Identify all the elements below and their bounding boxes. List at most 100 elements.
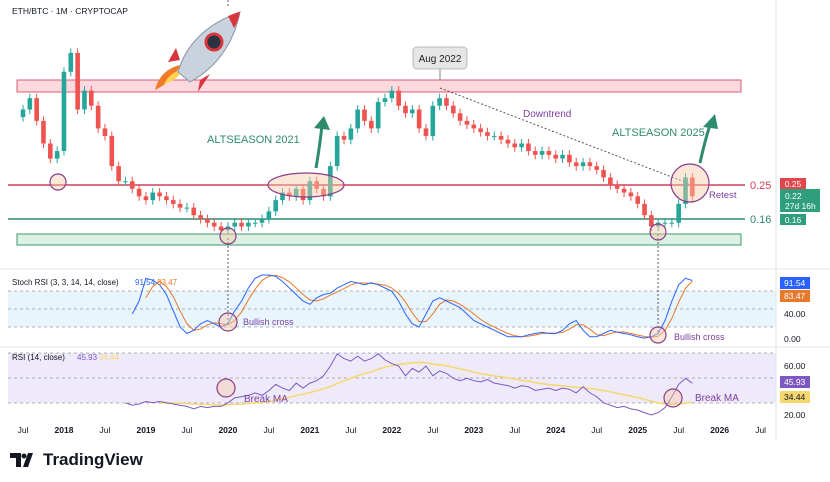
candle-body — [232, 222, 238, 227]
candle-body — [505, 139, 511, 144]
candle-body — [334, 135, 340, 167]
candle-body — [601, 169, 606, 178]
break-ma-label: Break MA — [244, 394, 288, 405]
downtrend-line[interactable] — [439, 87, 691, 185]
highlight-circle — [663, 388, 683, 408]
candle-body — [655, 222, 661, 227]
rsi-lines — [125, 353, 693, 416]
symbol-title[interactable]: ETH/BTC · 1M · CRYPTOCAP — [12, 6, 128, 16]
highlight-circle — [649, 223, 667, 241]
altseason-2021-label: ALTSEASON 2021 — [207, 134, 300, 146]
rsi-value: 45.93 — [77, 353, 98, 362]
candle-body — [416, 109, 422, 129]
altseason-2025-label: ALTSEASON 2025 — [612, 127, 705, 139]
candle-body — [150, 192, 156, 201]
candle-body — [369, 120, 374, 129]
candle-body — [471, 124, 477, 129]
candle-body — [362, 109, 367, 121]
candle-body — [457, 113, 463, 121]
candle-body — [635, 196, 640, 204]
time-axis-label: Jul — [345, 425, 356, 435]
candle-body — [246, 222, 251, 227]
candle-body — [382, 98, 388, 102]
retest-label: Retest — [709, 190, 737, 201]
rsi-badge — [780, 376, 810, 388]
candle-body — [526, 143, 531, 152]
rsi-tick: 20.00 — [784, 410, 806, 420]
candle-body — [512, 143, 518, 148]
price-badge-high — [780, 178, 806, 189]
candle-body — [116, 166, 121, 182]
arrow-head-icon — [703, 114, 718, 129]
candle-body — [321, 188, 326, 197]
candle-body — [95, 105, 101, 129]
time-axis-label: 2020 — [218, 425, 237, 435]
tradingview-logo[interactable]: TradingView — [10, 450, 143, 470]
candle-body — [430, 105, 436, 136]
price-badge-high-text: 0.25 — [785, 179, 802, 189]
aug-2022-label: Aug 2022 — [419, 54, 462, 65]
support-zone[interactable] — [16, 233, 742, 246]
candle-body — [41, 120, 46, 144]
candle-body — [170, 200, 176, 204]
candle-body — [676, 203, 681, 223]
candle-body — [314, 181, 319, 189]
stoch-tick: 40.00 — [784, 309, 806, 319]
candle-body — [239, 222, 244, 227]
candles — [20, 48, 695, 235]
candle-body — [218, 226, 224, 231]
time-axis-label: Jul — [181, 425, 192, 435]
candle-body — [205, 218, 210, 223]
time-axis[interactable]: Jul 2018 Jul 2019 Jul 2020 Jul 2021 Jul 2022 Jul 20… — [18, 425, 767, 435]
highlight-circle — [219, 227, 237, 245]
rsi-ma-value: 34.44 — [99, 353, 120, 362]
stoch-d-line — [145, 274, 693, 338]
time-axis-label: 2019 — [136, 425, 155, 435]
candle-body — [491, 135, 497, 137]
resistance-zone[interactable] — [16, 79, 742, 93]
stoch-label[interactable]: Stoch RSI (3, 3, 14, 14, close) — [12, 278, 119, 287]
time-axis-label: 2023 — [464, 425, 483, 435]
rsi-line — [125, 353, 693, 416]
candle-body — [177, 203, 183, 208]
candle-body — [587, 162, 593, 167]
highlight-circle — [670, 163, 710, 203]
candle-body — [573, 162, 579, 167]
price-badge-low — [780, 214, 806, 225]
rsi-label[interactable]: RSI (14, close) — [12, 353, 65, 362]
candle-body — [498, 135, 504, 140]
highlight-circle — [649, 326, 667, 344]
candle-body — [375, 101, 381, 129]
candle-body — [580, 162, 586, 167]
time-axis-label: Jul — [755, 425, 766, 435]
rsi-ma-badge-text: 34.44 — [784, 392, 806, 402]
candle-body — [539, 151, 545, 155]
candle-body — [48, 143, 53, 159]
candle-body — [396, 90, 401, 106]
highlight-circle — [49, 173, 67, 191]
time-axis-label: 2024 — [546, 425, 565, 435]
current-price-text: 0.22 — [785, 191, 802, 201]
candle-body — [280, 192, 285, 201]
candle-body — [259, 218, 265, 223]
time-axis-label: Jul — [509, 425, 520, 435]
current-price-badge — [780, 189, 820, 212]
candle-body — [567, 154, 572, 163]
time-axis-label: 2022 — [382, 425, 401, 435]
candle-body — [129, 181, 135, 189]
stoch-d-badge-text: 83.47 — [784, 291, 806, 301]
rsi-ma-line — [159, 361, 693, 406]
downtrend-label: Downtrend — [523, 109, 571, 120]
candle-body — [184, 207, 190, 209]
candle-body — [198, 215, 203, 219]
candle-body — [669, 222, 675, 224]
highlight-ellipse — [267, 172, 345, 198]
time-axis-label: 2026 — [710, 425, 729, 435]
bullish-cross-label: Bullish cross — [674, 332, 725, 342]
time-axis-label: 2018 — [55, 425, 74, 435]
candle-body — [437, 98, 442, 106]
tradingview-logo-icon — [10, 453, 33, 467]
candle-body — [614, 185, 620, 189]
